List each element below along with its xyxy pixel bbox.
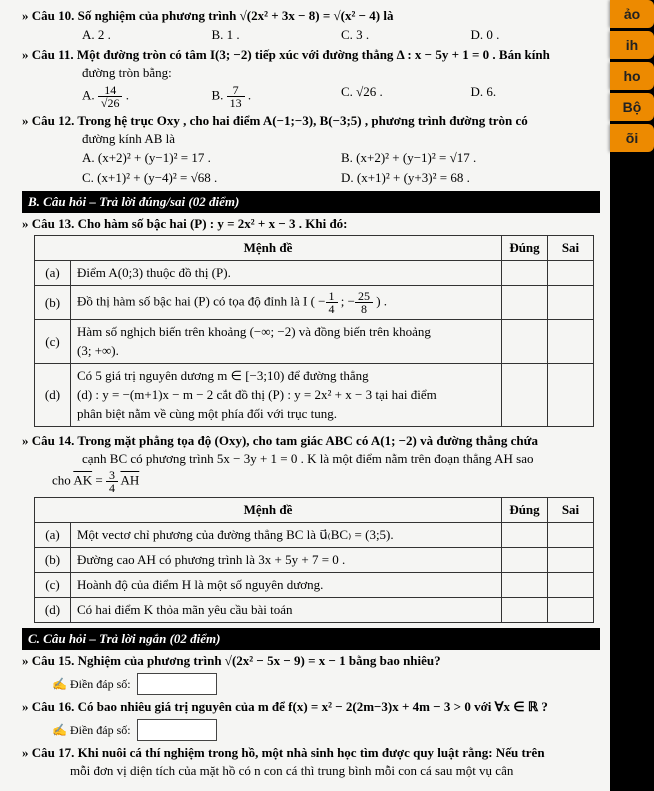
q13-table: Mệnh đề Đúng Sai (a) Điểm A(0;3) thuộc đ…: [34, 235, 594, 427]
q14-d-sai[interactable]: [548, 598, 594, 623]
q17-text: Câu 17. Khi nuôi cá thí nghiệm trong hồ,…: [32, 745, 545, 760]
q16-answer-box[interactable]: [137, 719, 217, 741]
q15-answer-box[interactable]: [137, 673, 217, 695]
q13-th-menhde: Mệnh đề: [35, 236, 502, 261]
section-c-header: C. Câu hỏi – Trả lời ngắn (02 điểm): [22, 628, 600, 650]
q14-text: Câu 14. Trong mặt phẳng tọa độ (Oxy), ch…: [32, 433, 538, 448]
q12-optD: D. (x+1)² + (y+3)² = 68 .: [341, 170, 600, 186]
q14-a-sai[interactable]: [548, 523, 594, 548]
q13-b-text: Đồ thị hàm số bậc hai (P) có tọa độ đỉnh…: [71, 286, 502, 320]
q10-optA: A. 2 .: [82, 27, 212, 43]
q13-a-dung[interactable]: [502, 261, 548, 286]
q14-a-label: (a): [35, 523, 71, 548]
q14-line3: cho AK = 34 AH: [52, 469, 600, 494]
q13-c-sai[interactable]: [548, 320, 594, 364]
tab-5[interactable]: õi: [610, 124, 654, 152]
question-16: Câu 16. Có bao nhiêu giá trị nguyên của …: [22, 699, 600, 741]
q11-line2: đường tròn bằng:: [82, 65, 600, 81]
question-17: Câu 17. Khi nuôi cá thí nghiệm trong hồ,…: [22, 745, 600, 779]
q14-c-dung[interactable]: [502, 573, 548, 598]
q10-optD: D. 0 .: [471, 27, 601, 43]
q13-d-label: (d): [35, 364, 71, 427]
q10-text: Câu 10. Số nghiệm của phương trình √(2x²…: [32, 8, 394, 23]
q14-c-text: Hoành độ của điểm H là một số nguyên dươ…: [71, 573, 502, 598]
tab-4[interactable]: Bộ: [610, 93, 654, 121]
q11-optB: B. 713 .: [212, 84, 342, 109]
q13-d-dung[interactable]: [502, 364, 548, 427]
q14-th-menhde: Mệnh đề: [35, 498, 502, 523]
q14-b-label: (b): [35, 548, 71, 573]
q13-c-text: Hàm số nghịch biến trên khoảng (−∞; −2) …: [71, 320, 502, 364]
q13-b-sai[interactable]: [548, 286, 594, 320]
q12-optA: A. (x+2)² + (y−1)² = 17 .: [82, 150, 341, 166]
question-11: Câu 11. Một đường tròn có tâm I(3; −2) t…: [22, 47, 600, 109]
q12-line2: đường kính AB là: [82, 131, 600, 147]
q13-th-sai: Sai: [548, 236, 594, 261]
q11-text: Câu 11. Một đường tròn có tâm I(3; −2) t…: [32, 47, 550, 62]
q14-th-sai: Sai: [548, 498, 594, 523]
q14-a-text: Một vectơ chỉ phương của đường thẳng BC …: [71, 523, 502, 548]
side-tabs: ảo ih ho Bộ õi: [610, 0, 654, 155]
q14-table: Mệnh đề Đúng Sai (a) Một vectơ chỉ phươn…: [34, 497, 594, 623]
section-b-header: B. Câu hỏi – Trả lời đúng/sai (02 điểm): [22, 191, 600, 213]
q13-th-dung: Đúng: [502, 236, 548, 261]
tab-3[interactable]: ho: [610, 62, 654, 90]
q14-c-label: (c): [35, 573, 71, 598]
q13-d-text: Có 5 giá trị nguyên dương m ∈ [−3;10) để…: [71, 364, 502, 427]
q11-optD: D. 6.: [471, 84, 601, 109]
question-13: Câu 13. Cho hàm số bậc hai (P) : y = 2x²…: [22, 216, 600, 427]
q17-line2: mỗi đơn vị diện tích của mặt hồ có n con…: [70, 763, 600, 779]
q14-b-text: Đường cao AH có phương trình là 3x + 5y …: [71, 548, 502, 573]
tab-2[interactable]: ih: [610, 31, 654, 59]
q11-optC: C. √26 .: [341, 84, 471, 109]
q11-optA: A. 14√26 .: [82, 84, 212, 109]
q14-b-sai[interactable]: [548, 548, 594, 573]
q15-text: Câu 15. Nghiệm của phương trình √(2x² − …: [32, 653, 441, 668]
question-10: Câu 10. Số nghiệm của phương trình √(2x²…: [22, 8, 600, 43]
q13-d-sai[interactable]: [548, 364, 594, 427]
q15-answer-label: ✍ Điền đáp số:: [52, 677, 131, 692]
q14-d-text: Có hai điểm K thỏa mãn yêu cầu bài toán: [71, 598, 502, 623]
q12-text: Câu 12. Trong hệ trục Oxy , cho hai điểm…: [32, 113, 528, 128]
q16-answer-label: ✍ Điền đáp số:: [52, 723, 131, 738]
q13-a-label: (a): [35, 261, 71, 286]
q14-b-dung[interactable]: [502, 548, 548, 573]
q16-text: Câu 16. Có bao nhiêu giá trị nguyên của …: [32, 699, 548, 714]
question-12: Câu 12. Trong hệ trục Oxy , cho hai điểm…: [22, 113, 600, 186]
q12-optC: C. (x+1)² + (y−4)² = √68 .: [82, 170, 341, 186]
q13-c-dung[interactable]: [502, 320, 548, 364]
q13-text: Câu 13. Cho hàm số bậc hai (P) : y = 2x²…: [32, 216, 348, 231]
question-14: Câu 14. Trong mặt phẳng tọa độ (Oxy), ch…: [22, 433, 600, 623]
exam-page: ảo ih ho Bộ õi Câu 10. Số nghiệm của phư…: [0, 0, 610, 791]
tab-1[interactable]: ảo: [610, 0, 654, 28]
q13-c-label: (c): [35, 320, 71, 364]
q14-line2: cạnh BC có phương trình 5x − 3y + 1 = 0 …: [82, 451, 600, 467]
q14-c-sai[interactable]: [548, 573, 594, 598]
q10-optB: B. 1 .: [212, 27, 342, 43]
q14-d-label: (d): [35, 598, 71, 623]
q13-a-sai[interactable]: [548, 261, 594, 286]
q10-optC: C. 3 .: [341, 27, 471, 43]
q14-d-dung[interactable]: [502, 598, 548, 623]
q12-optB: B. (x+2)² + (y−1)² = √17 .: [341, 150, 600, 166]
q13-a-text: Điểm A(0;3) thuộc đồ thị (P).: [71, 261, 502, 286]
q14-a-dung[interactable]: [502, 523, 548, 548]
question-15: Câu 15. Nghiệm của phương trình √(2x² − …: [22, 653, 600, 695]
q13-b-label: (b): [35, 286, 71, 320]
q14-th-dung: Đúng: [502, 498, 548, 523]
q13-b-dung[interactable]: [502, 286, 548, 320]
